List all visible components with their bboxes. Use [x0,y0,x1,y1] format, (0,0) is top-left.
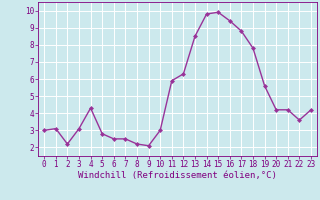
X-axis label: Windchill (Refroidissement éolien,°C): Windchill (Refroidissement éolien,°C) [78,171,277,180]
